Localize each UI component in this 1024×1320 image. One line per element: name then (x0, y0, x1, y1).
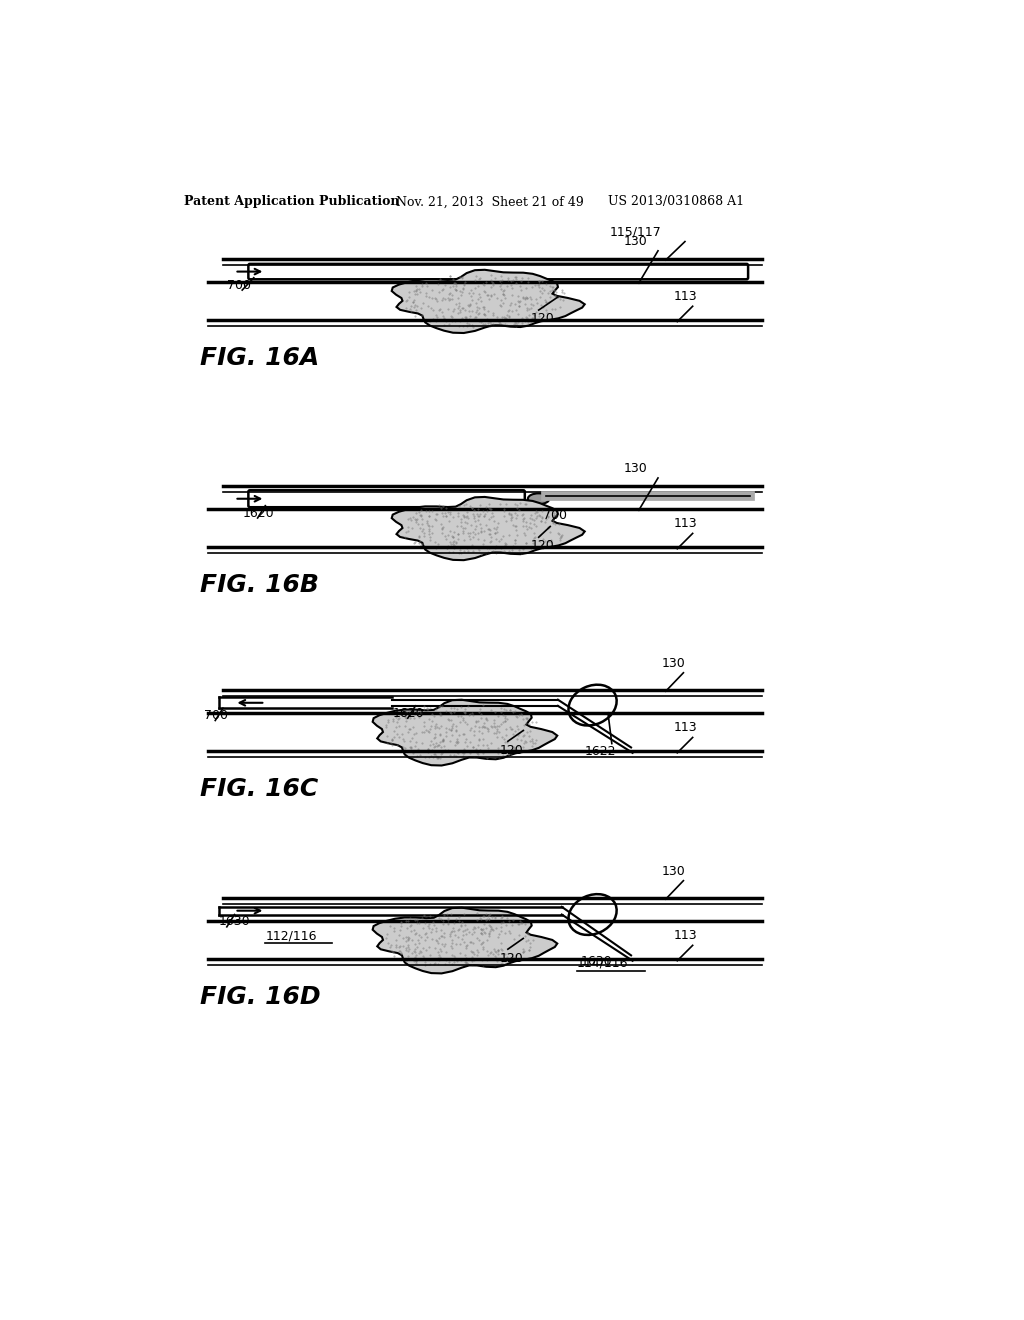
Text: Patent Application Publication: Patent Application Publication (184, 195, 400, 209)
FancyBboxPatch shape (249, 490, 524, 507)
Text: 700: 700 (543, 508, 566, 521)
Text: 130: 130 (662, 865, 686, 878)
Text: 114/116: 114/116 (578, 957, 629, 970)
Ellipse shape (568, 685, 616, 726)
Text: 1620: 1620 (392, 706, 424, 719)
Text: 130: 130 (624, 462, 647, 475)
Ellipse shape (528, 494, 550, 504)
Text: 113: 113 (674, 290, 697, 304)
Text: 1622: 1622 (585, 744, 616, 758)
Text: FIG. 16A: FIG. 16A (200, 346, 319, 370)
Text: 1620: 1620 (243, 507, 273, 520)
Polygon shape (392, 496, 585, 560)
Bar (219, 907, 562, 915)
Polygon shape (392, 269, 585, 333)
Text: FIG. 16D: FIG. 16D (200, 985, 321, 1008)
Text: 130: 130 (662, 656, 686, 669)
Text: 120: 120 (500, 952, 524, 965)
FancyBboxPatch shape (249, 264, 749, 280)
Text: 130: 130 (624, 235, 647, 248)
Text: 113: 113 (674, 721, 697, 734)
Text: 700: 700 (204, 709, 227, 722)
Bar (219, 697, 392, 708)
Polygon shape (373, 700, 557, 766)
Text: 1630: 1630 (581, 956, 612, 969)
Text: 112/116: 112/116 (265, 929, 316, 942)
Text: 113: 113 (674, 517, 697, 531)
Text: 113: 113 (674, 929, 697, 942)
Text: US 2013/0310868 A1: US 2013/0310868 A1 (608, 195, 744, 209)
Text: 115/117: 115/117 (609, 226, 662, 239)
Text: FIG. 16C: FIG. 16C (200, 776, 318, 801)
Text: 120: 120 (500, 743, 524, 756)
Text: 120: 120 (531, 312, 555, 325)
Bar (392, 700, 558, 706)
Ellipse shape (568, 894, 616, 935)
Text: Nov. 21, 2013  Sheet 21 of 49: Nov. 21, 2013 Sheet 21 of 49 (396, 195, 584, 209)
Text: 700: 700 (226, 279, 251, 292)
Text: FIG. 16B: FIG. 16B (200, 573, 318, 597)
Polygon shape (373, 908, 557, 973)
Text: 120: 120 (531, 539, 555, 552)
Text: 1630: 1630 (219, 915, 251, 928)
